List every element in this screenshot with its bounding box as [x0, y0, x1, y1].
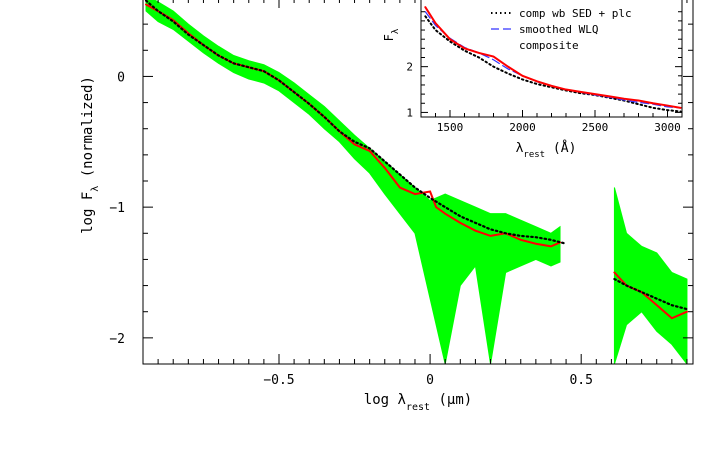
- legend-entry: composite: [519, 39, 579, 52]
- model-dotted-line-1: [613, 277, 689, 311]
- spectrum-band-segment-0: [145, 0, 561, 364]
- legend-entry: comp wb SED + plc: [519, 7, 632, 20]
- main-plot-ticks: −0.5 0 0.5 0 −1 −2: [109, 0, 693, 388]
- inset-x-tick-label: 1500: [437, 121, 464, 134]
- main-x-axis-label: log λrest (μm): [364, 392, 472, 413]
- inset-y-tick-label: 2: [406, 61, 413, 74]
- main-x-tick-label: 0: [426, 373, 434, 388]
- inset-y-axis-label: Fλ: [382, 28, 401, 41]
- inset-plot-ticks: 1500 2000 2500 3000 1 2: [406, 11, 683, 134]
- main-plot: −0.5 0 0.5 0 −1 −2 log λrest (μm) log Fλ (nor…: [80, 0, 694, 413]
- main-x-tick-label: 0.5: [569, 373, 592, 388]
- inset-y-tick-label: 1: [406, 106, 413, 119]
- main-y-tick-label: −1: [109, 201, 125, 216]
- model-dotted-line-0: [144, 0, 568, 245]
- main-series-group: [144, 0, 689, 364]
- inset-x-tick-label: 3000: [654, 121, 681, 134]
- inset-plot: 1500 2000 2500 3000 1 2 λrest (Å) Fλ comp wb …: [382, 0, 683, 160]
- inset-series-group: [424, 6, 682, 113]
- inset-x-tick-label: 2500: [582, 121, 609, 134]
- main-plot-data: [144, 0, 689, 364]
- inset-x-tick-label: 2000: [509, 121, 536, 134]
- main-y-tick-label: 0: [117, 70, 125, 85]
- inset-legend: comp wb SED + plc smoothed WLQ composite: [491, 7, 632, 52]
- legend-entry: smoothed WLQ: [519, 23, 598, 36]
- main-y-axis-label: log Fλ (normalized): [80, 76, 101, 234]
- inset-plot-data: [424, 6, 682, 113]
- inset-line-solid: [424, 6, 682, 109]
- main-y-tick-label: −2: [109, 332, 125, 347]
- inset-background: [421, 0, 682, 117]
- spectrum-band-segment-1: [613, 187, 688, 364]
- main-x-tick-label: −0.5: [263, 373, 294, 388]
- inset-line-dotted: [424, 15, 682, 113]
- inset-x-axis-label: λrest (Å): [516, 140, 577, 160]
